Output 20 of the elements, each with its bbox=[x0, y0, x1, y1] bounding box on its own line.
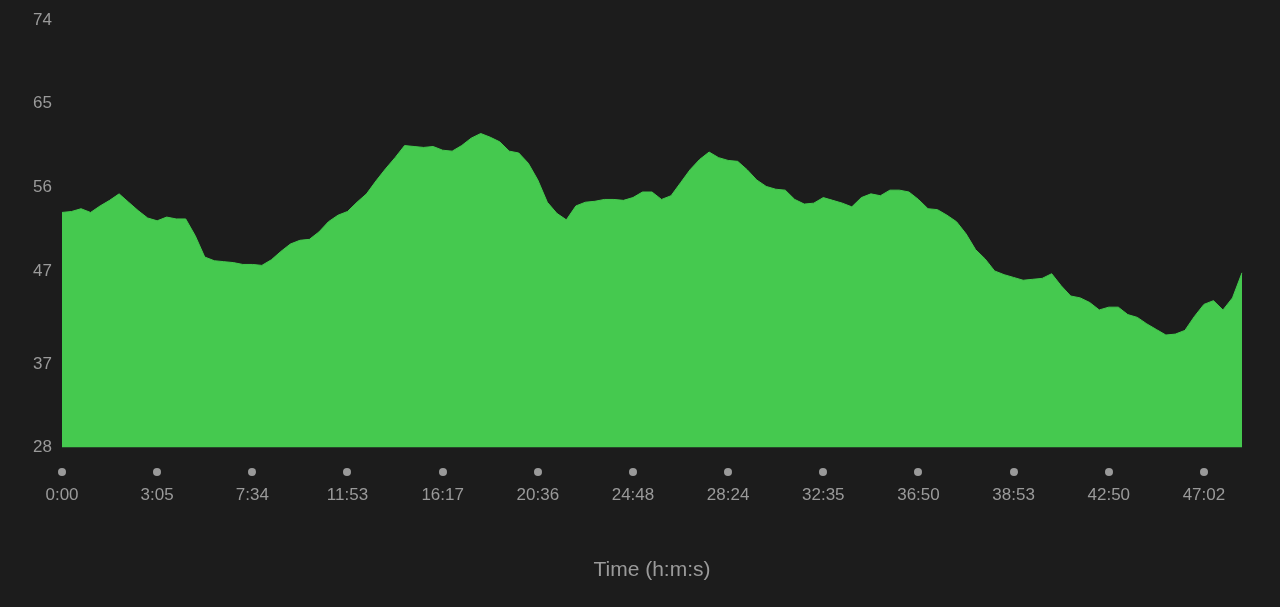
y-tick-label: 28 bbox=[33, 437, 52, 457]
x-tick-label: 16:17 bbox=[421, 485, 464, 505]
x-tick-label: 11:53 bbox=[326, 485, 369, 505]
x-tick-label: 20:36 bbox=[516, 485, 560, 505]
x-tick-label: 0:00 bbox=[45, 485, 79, 505]
x-axis-title: Time (h:m:s) bbox=[593, 557, 711, 581]
x-tick-label: 28:24 bbox=[706, 485, 750, 505]
x-tick-label: 32:35 bbox=[802, 485, 845, 505]
y-tick-label: 47 bbox=[33, 260, 52, 280]
x-tick-label: 7:34 bbox=[235, 485, 269, 505]
x-tick-label: 38:53 bbox=[992, 485, 1035, 505]
y-tick-label: 37 bbox=[33, 353, 52, 373]
y-tick-label: 56 bbox=[33, 177, 52, 197]
y-tick-label: 74 bbox=[33, 9, 52, 29]
x-tick-label: 3:05 bbox=[140, 485, 174, 505]
y-tick-label: 65 bbox=[33, 93, 52, 113]
x-tick-label: 24:48 bbox=[611, 485, 655, 505]
x-tick-label: 42:50 bbox=[1087, 485, 1131, 505]
x-tick-label: 47:02 bbox=[1182, 485, 1226, 505]
x-tick-label: 36:50 bbox=[897, 485, 940, 505]
